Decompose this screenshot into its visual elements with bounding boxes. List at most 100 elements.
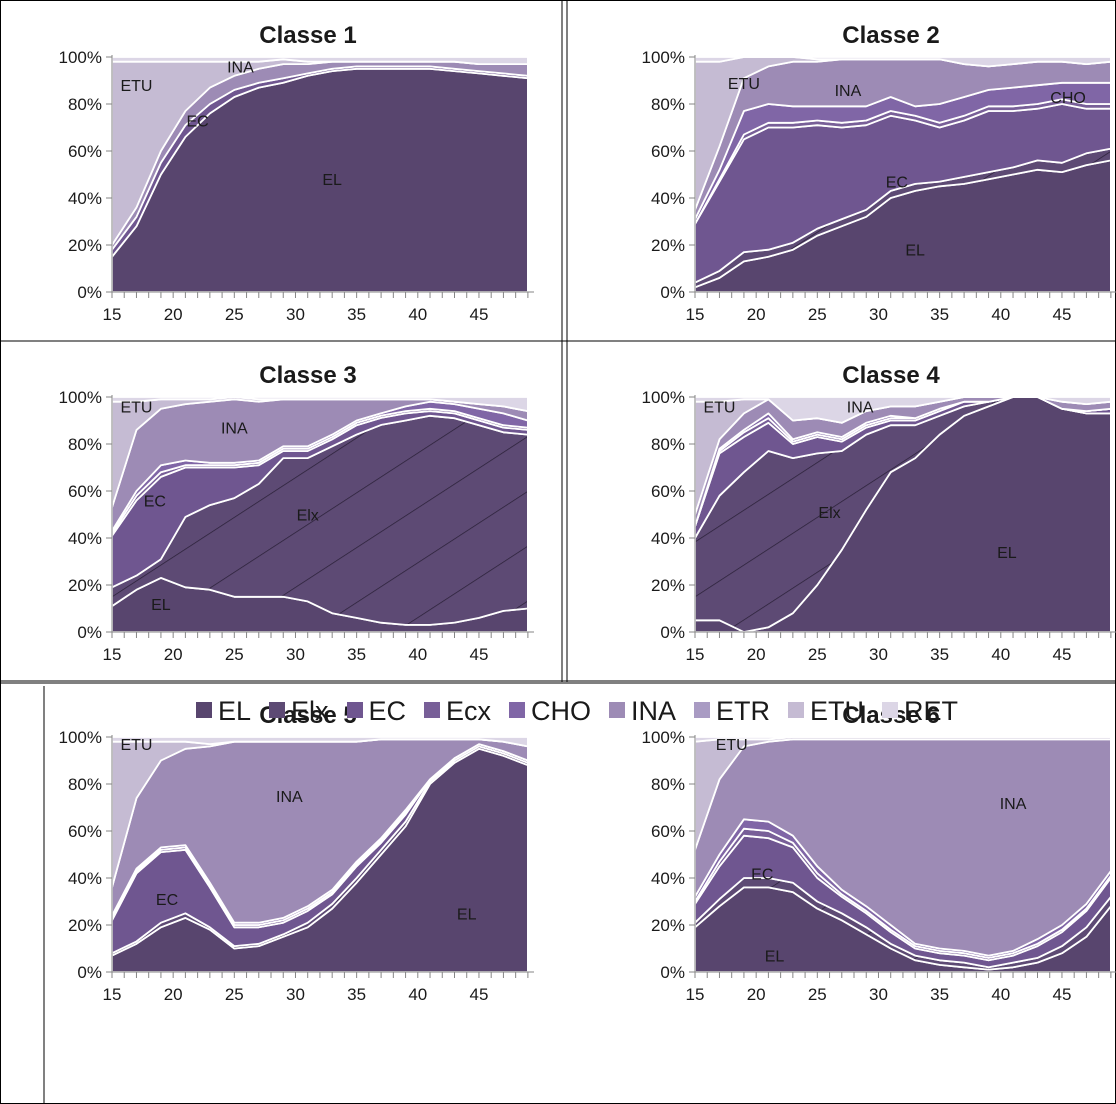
y-tick-label: 100% — [59, 388, 102, 407]
areas — [111, 396, 529, 633]
legend-swatch — [268, 702, 285, 718]
legend-item-etr: ETR — [694, 696, 770, 727]
y-tick-label: 20% — [68, 576, 102, 595]
y-tick-label: 80% — [68, 435, 102, 454]
annotation-el: EL — [457, 906, 477, 923]
legend: EL Elx EC Ecx CHO INA ETR ETU RET — [44, 688, 1110, 786]
y-tick-label: 100% — [59, 728, 102, 747]
x-tick-label: 35 — [930, 645, 949, 664]
x-tick-label: 45 — [469, 305, 488, 324]
x-tick-label: 20 — [164, 985, 183, 1004]
y-tick-label: 0% — [660, 623, 685, 642]
annotation-etu: ETU — [716, 737, 748, 754]
annotation-ina: INA — [835, 83, 862, 100]
x-tick-label: 25 — [225, 305, 244, 324]
x-tick-label: 30 — [286, 305, 305, 324]
x-tick-label: 20 — [747, 305, 766, 324]
y-tick-label: 20% — [68, 916, 102, 935]
y-tick-label: 40% — [651, 189, 685, 208]
x-tick-label: 20 — [164, 645, 183, 664]
x-tick-label: 25 — [225, 645, 244, 664]
y-tick-label: 60% — [68, 482, 102, 501]
x-tick-label: 30 — [869, 985, 888, 1004]
x-tick-label: 15 — [103, 985, 122, 1004]
annotation-ec: EC — [187, 113, 209, 130]
y-tick-label: 80% — [68, 95, 102, 114]
y-tick-label: 60% — [651, 482, 685, 501]
areas — [111, 56, 529, 293]
x-tick-label: 40 — [408, 305, 427, 324]
annotation-elx: Elx — [297, 508, 319, 525]
chart-classe-4: Classe 4 15 20 25 30 35 40 45 0% 20% 40% 60% 80% 100%… — [642, 362, 1116, 664]
annotation-ec: EC — [886, 175, 908, 192]
y-tick-label: 100% — [642, 388, 685, 407]
legend-label: Ecx — [446, 696, 492, 726]
y-tick-label: 80% — [651, 435, 685, 454]
legend-swatch — [509, 702, 526, 718]
annotation-ec: EC — [156, 892, 178, 909]
x-tick-label: 45 — [1052, 645, 1071, 664]
annotation-el: EL — [151, 597, 171, 614]
annotation-ina: INA — [276, 789, 303, 806]
x-tick-label: 25 — [808, 985, 827, 1004]
x-tick-label: 35 — [347, 985, 366, 1004]
legend-swatch — [346, 702, 363, 718]
x-tick-label: 15 — [686, 985, 705, 1004]
y-tick-label: 0% — [660, 963, 685, 982]
x-tick-label: 20 — [747, 985, 766, 1004]
y-tick-label: 40% — [68, 529, 102, 548]
x-tick-label: 15 — [103, 305, 122, 324]
areas — [111, 736, 529, 973]
y-tick-label: 100% — [642, 48, 685, 67]
annotation-ina: INA — [221, 421, 248, 438]
area-ret — [111, 396, 529, 412]
legend-item-etu: ETU — [788, 696, 864, 727]
y-tick-label: 60% — [651, 142, 685, 161]
x-tick-label: 30 — [869, 645, 888, 664]
chart-title: Classe 1 — [259, 22, 356, 49]
x-tick-label: 30 — [286, 985, 305, 1004]
x-tick-label: 40 — [991, 645, 1010, 664]
x-tick-label: 35 — [347, 645, 366, 664]
x-tick-label: 35 — [930, 985, 949, 1004]
x-tick-label: 20 — [747, 645, 766, 664]
y-tick-label: 60% — [68, 142, 102, 161]
chart-classe-2: Classe 2 15 20 25 30 35 40 45 0% 20% 40% 60% 80% 100%… — [642, 22, 1116, 324]
legend-label: ETU — [810, 696, 865, 726]
y-tick-label: 100% — [642, 728, 685, 747]
y-tick-label: 0% — [660, 283, 685, 302]
x-tick-label: 15 — [686, 645, 705, 664]
annotation-ec: EC — [751, 866, 773, 883]
annotation-ina: INA — [847, 399, 874, 416]
legend-swatch — [424, 702, 441, 718]
x-tick-label: 25 — [225, 985, 244, 1004]
legend-item-ec: EC — [346, 696, 406, 727]
x-tick-label: 15 — [686, 305, 705, 324]
annotation-ec: EC — [144, 493, 166, 510]
legend-label: Elx — [290, 696, 329, 726]
annotation-el: EL — [905, 243, 925, 260]
y-tick-label: 60% — [651, 822, 685, 841]
legend-item-ina: INA — [609, 696, 676, 727]
x-tick-label: 40 — [991, 305, 1010, 324]
y-tick-label: 20% — [651, 236, 685, 255]
legend-label: ETR — [716, 696, 771, 726]
legend-item-elx: Elx — [268, 696, 329, 727]
x-tick-label: 45 — [1052, 305, 1071, 324]
x-tick-label: 35 — [347, 305, 366, 324]
y-tick-label: 20% — [68, 236, 102, 255]
y-tick-label: 40% — [68, 189, 102, 208]
legend-swatch — [694, 702, 711, 718]
y-tick-label: 0% — [77, 963, 102, 982]
y-tick-label: 60% — [68, 822, 102, 841]
annotation-el: EL — [322, 172, 342, 189]
x-tick-label: 40 — [408, 985, 427, 1004]
annotation-etu: ETU — [120, 78, 152, 95]
area-ret — [111, 56, 529, 65]
area-ret — [111, 736, 529, 748]
annotation-ina: INA — [1000, 796, 1027, 813]
annotation-el: EL — [765, 949, 785, 966]
chart-title: Classe 3 — [259, 362, 356, 389]
annotation-etu: ETU — [120, 399, 152, 416]
